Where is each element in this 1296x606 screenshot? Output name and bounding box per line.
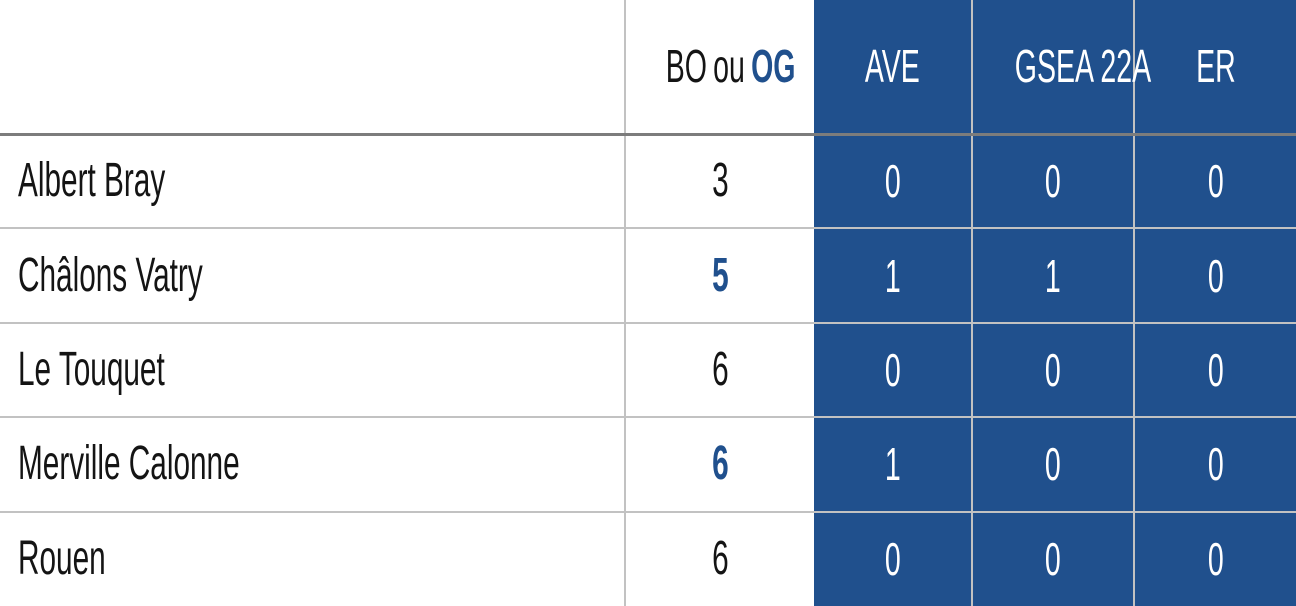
bo-og-value: 6 bbox=[711, 342, 729, 396]
gsea-22a-value: 0 bbox=[1045, 343, 1061, 396]
bo-og-value-cell: 5 bbox=[624, 227, 814, 323]
er-value: 0 bbox=[1207, 155, 1224, 208]
header-cell-ave: AVE bbox=[814, 0, 972, 136]
ave-value: 1 bbox=[884, 249, 901, 302]
table-row-albert-bray: Albert Bray 3 0 0 0 bbox=[0, 132, 1296, 229]
row-label: Rouen bbox=[18, 532, 106, 586]
er-value-cell: 0 bbox=[1133, 132, 1296, 229]
bo-og-value-cell: 6 bbox=[624, 416, 814, 512]
gsea-22a-value: 0 bbox=[1045, 155, 1061, 208]
table-row-merville-calonne: Merville Calonne 6 1 0 0 bbox=[0, 416, 1296, 512]
gsea-22a-value: 1 bbox=[1045, 249, 1061, 302]
row-label: Le Touquet bbox=[18, 342, 165, 396]
bo-og-value-cell: 6 bbox=[624, 321, 814, 418]
er-value-cell: 0 bbox=[1133, 227, 1296, 323]
er-value: 0 bbox=[1207, 249, 1224, 302]
er-value-cell: 0 bbox=[1133, 321, 1296, 418]
ou-label: ou bbox=[713, 40, 745, 93]
gsea-22a-value-cell: 0 bbox=[971, 416, 1134, 512]
gsea-22a-value: 0 bbox=[1045, 533, 1061, 586]
gsea-22a-value-cell: 0 bbox=[971, 321, 1134, 418]
header-cell-er: ER bbox=[1133, 0, 1296, 136]
er-value: 0 bbox=[1207, 438, 1224, 491]
gsea-22a-value-cell: 1 bbox=[971, 227, 1134, 323]
header-er-label: ER bbox=[1195, 40, 1236, 93]
header-cell-names bbox=[0, 0, 625, 136]
row-label: Merville Calonne bbox=[18, 437, 240, 491]
gsea-22a-value: 0 bbox=[1045, 438, 1061, 491]
er-value: 0 bbox=[1207, 343, 1224, 396]
bo-og-value: 5 bbox=[711, 248, 729, 302]
row-label-cell: Albert Bray bbox=[0, 132, 625, 229]
table-row-chalons-vatry: Châlons Vatry 5 1 1 0 bbox=[0, 227, 1296, 323]
bo-og-value: 6 bbox=[711, 532, 729, 586]
ave-value-cell: 0 bbox=[814, 132, 972, 229]
gsea-22a-value-cell: 0 bbox=[971, 132, 1134, 229]
gsea-22a-value-cell: 0 bbox=[971, 510, 1134, 606]
row-label-cell: Merville Calonne bbox=[0, 416, 625, 512]
bo-og-value-cell: 3 bbox=[624, 132, 814, 229]
row-label-cell: Châlons Vatry bbox=[0, 227, 625, 323]
ave-value-cell: 1 bbox=[814, 416, 972, 512]
ave-value-cell: 0 bbox=[814, 510, 972, 606]
bo-og-value-cell: 6 bbox=[624, 510, 814, 606]
table-header: BO ou OG AVE GSEA 22A ER bbox=[0, 0, 1296, 136]
ave-value-cell: 0 bbox=[814, 321, 972, 418]
ave-value: 1 bbox=[884, 438, 901, 491]
ave-value: 0 bbox=[884, 155, 901, 208]
er-value-cell: 0 bbox=[1133, 510, 1296, 606]
er-value-cell: 0 bbox=[1133, 416, 1296, 512]
ave-value-cell: 1 bbox=[814, 227, 972, 323]
header-ave-label: AVE bbox=[865, 40, 920, 93]
header-cell-gsea-22a: GSEA 22A bbox=[971, 0, 1151, 136]
header-gsea-22a-label: GSEA 22A bbox=[1014, 40, 1152, 93]
row-label: Châlons Vatry bbox=[18, 248, 203, 302]
header-bo-ou-og-label: BO ou OG bbox=[666, 43, 796, 89]
table-row-rouen: Rouen 6 0 0 0 bbox=[0, 510, 1296, 606]
er-value: 0 bbox=[1207, 533, 1224, 586]
row-label: Albert Bray bbox=[18, 154, 166, 208]
bo-label: BO bbox=[665, 40, 707, 93]
og-label: OG bbox=[751, 40, 796, 93]
table-body: Albert Bray 3 0 0 0 Châlons Vatry 5 1 1 … bbox=[0, 132, 1296, 606]
row-label-cell: Le Touquet bbox=[0, 321, 625, 418]
bo-og-value: 3 bbox=[711, 154, 729, 208]
header-row: BO ou OG AVE GSEA 22A ER bbox=[0, 0, 1296, 136]
table-row-le-touquet: Le Touquet 6 0 0 0 bbox=[0, 321, 1296, 418]
bo-og-value: 6 bbox=[711, 437, 729, 491]
row-label-cell: Rouen bbox=[0, 510, 625, 606]
ave-value: 0 bbox=[884, 533, 901, 586]
ave-value: 0 bbox=[884, 343, 901, 396]
header-cell-bo-ou-og: BO ou OG bbox=[624, 0, 814, 136]
